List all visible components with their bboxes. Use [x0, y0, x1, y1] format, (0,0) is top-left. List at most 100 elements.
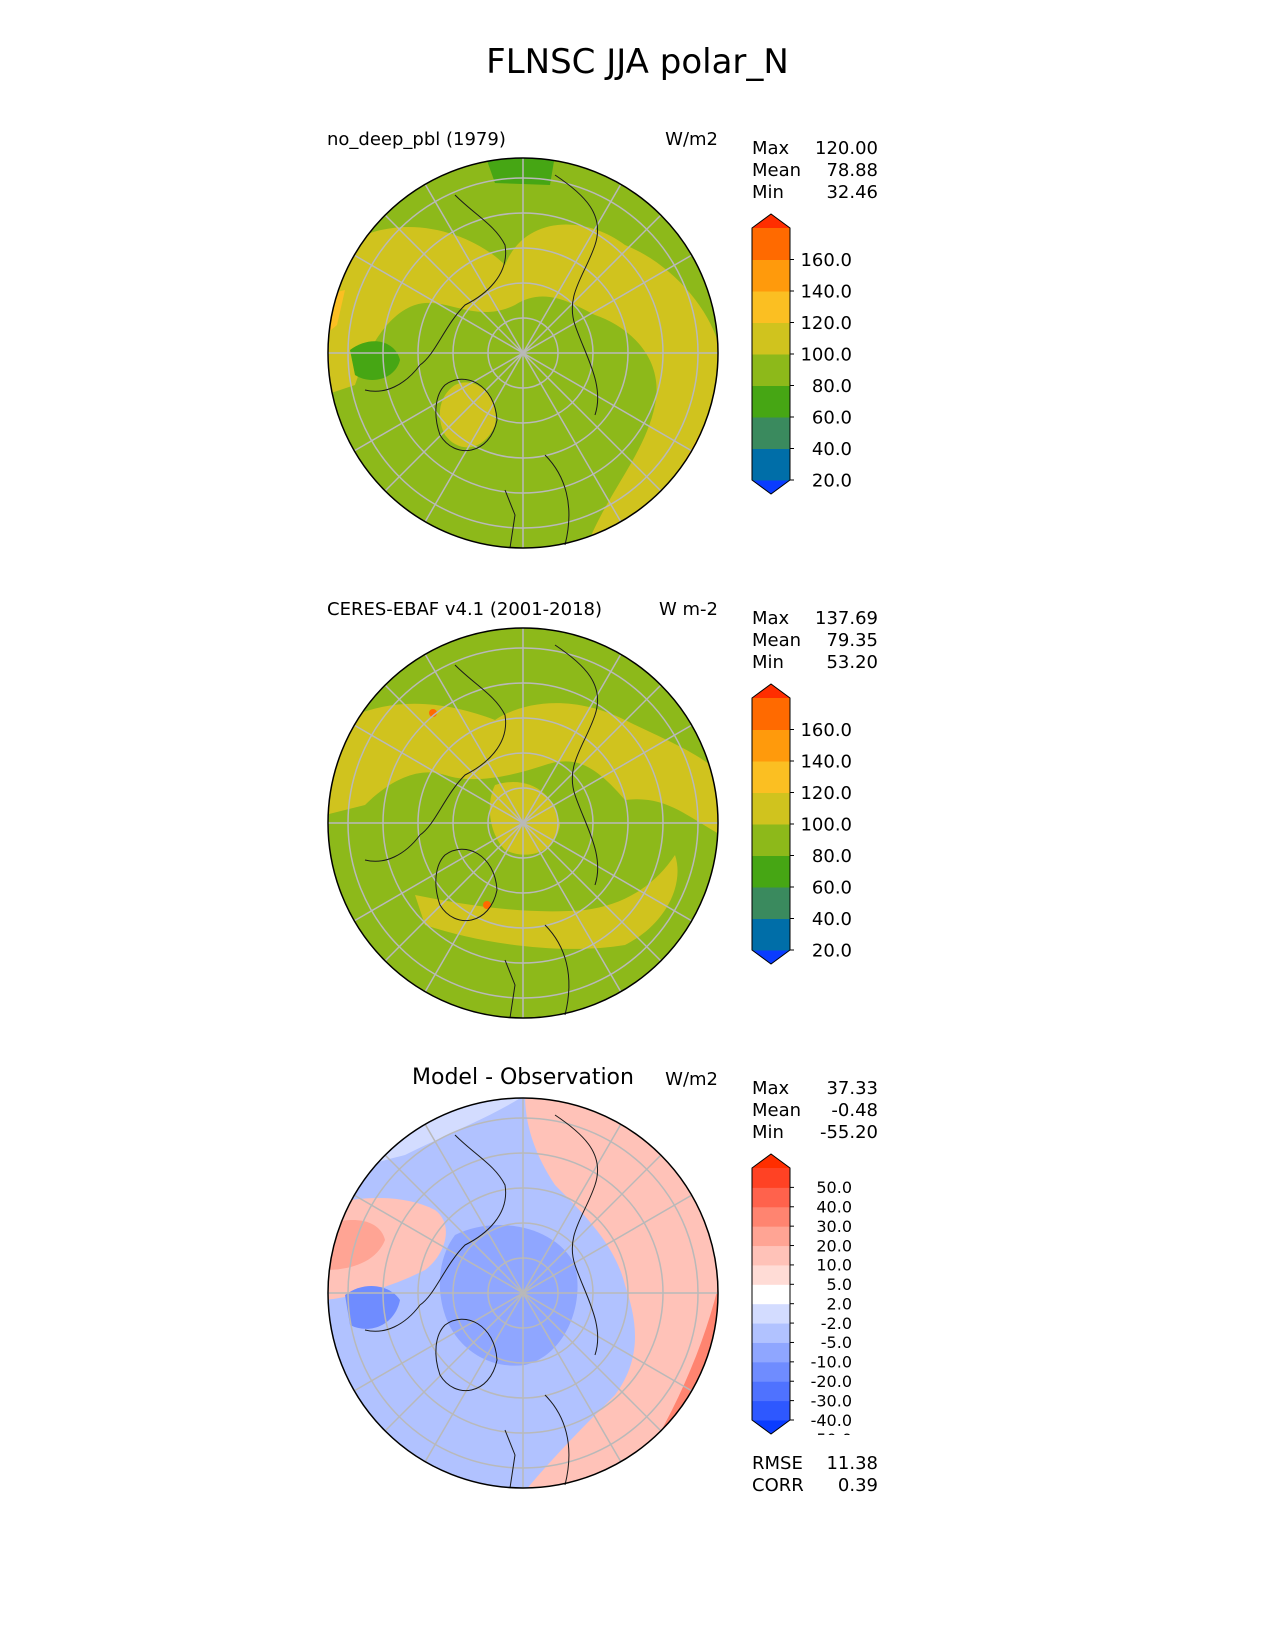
panel-2-title: CERES-EBAF v4.1 (2001-2018) — [327, 599, 603, 620]
graticule — [328, 628, 718, 1018]
panel-3-polar-map — [327, 1097, 719, 1489]
panel-2-units: W m-2 — [658, 599, 718, 620]
colorbar-tick-label: 5.0 — [827, 1275, 852, 1294]
panel-2-polar-map — [327, 627, 719, 1019]
stat-label: Min — [752, 182, 784, 203]
colorbar-segment — [752, 1400, 790, 1421]
low-field-region — [485, 158, 555, 185]
colorbar-segment — [752, 1323, 790, 1343]
stat-label: Max — [752, 1078, 790, 1099]
colorbar-tick-label: 60.0 — [812, 877, 852, 898]
colorbar-segment — [752, 385, 790, 418]
coastlines — [364, 1114, 599, 1489]
metric-label: RMSE — [752, 1453, 803, 1474]
colorbar-segment — [752, 1206, 790, 1227]
colorbar-tick-label: 80.0 — [812, 376, 852, 397]
colorbar-segment — [752, 228, 790, 260]
colorbar-tick-label: 20.0 — [812, 470, 852, 491]
colorbar-tick-label: 10.0 — [816, 1256, 852, 1275]
colorbar-lower-arrow — [752, 1420, 790, 1434]
colorbar-segment — [752, 729, 790, 762]
stat-label: Min — [752, 1122, 784, 1143]
colorbar-tick-label: 140.0 — [800, 281, 852, 302]
graticule — [328, 1098, 718, 1488]
colorbar-tick-label: 100.0 — [800, 814, 852, 835]
stat-value: 53.20 — [826, 652, 878, 673]
colorbar-segment — [752, 1264, 790, 1285]
colorbar-tick-label: 20.0 — [812, 940, 852, 961]
panel-3-title: Model - Observation — [412, 1065, 634, 1090]
colorbar-tick-label: 30.0 — [816, 1217, 852, 1236]
colorbar-tick-label: 100.0 — [800, 344, 852, 365]
colorbar-tick-label: 2.0 — [827, 1294, 852, 1313]
colorbar-tick-label: 120.0 — [800, 783, 852, 804]
panel-1-stats: Max 120.00 Mean 78.88 Min 32.46 — [752, 138, 878, 204]
metric-label: CORR — [752, 1475, 804, 1496]
colorbar-lower-arrow — [752, 480, 790, 494]
colorbar-tick-label: 160.0 — [800, 720, 852, 741]
panel-3-stats: Max 37.33 Mean -0.48 Min -55.20 — [752, 1078, 878, 1144]
panel-3-units: W/m2 — [665, 1069, 718, 1090]
stat-value: 78.88 — [826, 160, 878, 181]
colorbar-segment — [752, 322, 790, 355]
colorbar-segment — [752, 918, 790, 951]
colorbar-segment — [752, 761, 790, 793]
colorbar-segment — [752, 1284, 790, 1305]
metric-value: 11.38 — [826, 1453, 878, 1474]
colorbar-tick-label: 80.0 — [812, 846, 852, 867]
colorbar-segment — [752, 291, 790, 323]
colorbar-segment — [752, 1226, 790, 1247]
colorbar-tick-label: 20.0 — [816, 1236, 852, 1255]
colorbar-tick-label: 120.0 — [800, 313, 852, 334]
coastlines — [364, 174, 599, 549]
stat-label: Min — [752, 652, 784, 673]
hotspot — [483, 901, 491, 909]
stat-value: -55.20 — [819, 1122, 878, 1143]
colorbar-segment — [752, 417, 790, 449]
stat-value: -0.48 — [831, 1100, 878, 1121]
colorbar-tick-label: 50.0 — [816, 1178, 852, 1197]
stat-label: Mean — [752, 630, 802, 651]
colorbar-segment — [752, 448, 790, 481]
colorbar-tick-label: -2.0 — [821, 1314, 852, 1333]
colorbar-segment — [752, 824, 790, 856]
stat-value: 120.00 — [815, 138, 878, 159]
colorbar-segment — [752, 259, 790, 292]
colorbar-tick-label: 40.0 — [816, 1198, 852, 1217]
coastlines — [364, 644, 599, 1019]
stat-label: Max — [752, 138, 790, 159]
colorbar-segment — [752, 1303, 790, 1324]
colorbar-upper-arrow — [752, 1154, 790, 1168]
panel-1-units: W/m2 — [665, 129, 718, 150]
colorbar-tick-label: 60.0 — [812, 407, 852, 428]
colorbar-upper-arrow — [752, 684, 790, 698]
stat-label: Mean — [752, 1100, 802, 1121]
low-field-region — [350, 341, 400, 380]
stat-value: 37.33 — [826, 1078, 878, 1099]
stat-value: 137.69 — [815, 608, 878, 629]
colorbar-segment — [752, 1187, 790, 1208]
colorbar-tick-label: -50.0 — [811, 1430, 852, 1435]
colorbar-lower-arrow — [752, 950, 790, 964]
warm-field-region — [415, 855, 678, 949]
map-boundary — [327, 157, 719, 549]
colorbar-segment — [752, 698, 790, 730]
colorbar-tick-label: 140.0 — [800, 751, 852, 772]
colorbar-segment — [752, 1381, 790, 1402]
colorbar-3: 50.040.030.020.010.05.02.0-2.0-5.0-10.0-… — [751, 1153, 852, 1435]
colorbar-tick-label: -30.0 — [811, 1391, 852, 1410]
colorbar-tick-label: -5.0 — [821, 1333, 852, 1352]
stat-label: Mean — [752, 160, 802, 181]
panel-1-title: no_deep_pbl (1979) — [327, 129, 506, 150]
colorbar-segment — [752, 354, 790, 386]
colorbar-segment — [752, 1361, 790, 1382]
colorbar-segment — [752, 1245, 790, 1266]
negative-diff-region — [345, 1285, 400, 1329]
colorbar-segment — [752, 855, 790, 888]
colorbar-segment — [752, 792, 790, 825]
colorbar-upper-arrow — [752, 214, 790, 228]
positive-diff-region — [525, 1098, 718, 1488]
colorbar-segment — [752, 1168, 790, 1188]
colorbar-segment — [752, 887, 790, 919]
